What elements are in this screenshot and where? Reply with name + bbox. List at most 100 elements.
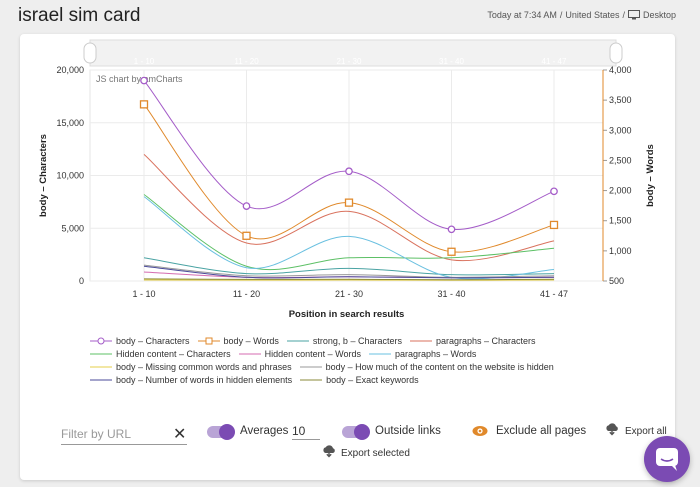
exclude-all-pages-button[interactable]: Exclude all pages (496, 425, 586, 437)
meta-device: Desktop (643, 10, 676, 20)
data-point[interactable] (551, 188, 557, 194)
x-tick-label: 21 - 30 (335, 289, 363, 299)
legend-swatch (90, 350, 112, 358)
legend-row: Hidden content – Characters Hidden conten… (90, 347, 650, 360)
y-left-tick-label: 15,000 (56, 118, 84, 128)
legend-swatch (198, 337, 220, 345)
y-right-tick-label: 3,000 (609, 125, 632, 135)
y-left-tick-label: 20,000 (56, 65, 84, 75)
legend-label: body – How much of the content on the we… (326, 362, 554, 372)
averages-count-input[interactable] (292, 423, 320, 440)
chart-watermark: JS chart by amCharts (96, 74, 183, 84)
y-right-tick-label: 4,000 (609, 65, 632, 75)
data-point[interactable] (551, 221, 558, 228)
legend-label: body – Words (224, 336, 279, 346)
y-right-tick-label: 3,500 (609, 95, 632, 105)
data-point[interactable] (346, 199, 353, 206)
legend-item[interactable]: body – Missing common words and phrases (90, 362, 292, 372)
chat-icon (644, 436, 690, 482)
legend-item[interactable]: Hidden content – Characters (90, 349, 231, 359)
chart-legend: body – Characters body – Words strong, b –… (90, 334, 650, 386)
line-chart: 0 5,000 10,000 15,000 20,000 500 1,000 1,500 2,0… (20, 34, 675, 334)
report-meta: Today at 7:34 AM / United States / Deskt… (487, 10, 676, 20)
x-axis-title: Position in search results (289, 309, 405, 320)
y-left-tick-label: 0 (79, 276, 84, 286)
y-right-tick-label: 2,000 (609, 186, 632, 196)
toggle-knob (219, 424, 235, 440)
x-tick-label: 1 - 10 (132, 289, 155, 299)
legend-swatch (239, 350, 261, 358)
legend-label: paragraphs – Characters (436, 336, 536, 346)
meta-time: Today at 7:34 AM (487, 10, 557, 20)
scrollbar-handle-left[interactable] (84, 43, 96, 63)
x-scroll-label: 1 - 10 (134, 57, 155, 66)
legend-label: Hidden content – Characters (116, 349, 231, 359)
y-right-tick-label: 500 (609, 276, 624, 286)
data-point[interactable] (448, 226, 454, 232)
x-scroll-label: 21 - 30 (337, 57, 362, 66)
averages-toggle[interactable] (207, 426, 233, 438)
legend-swatch (410, 337, 432, 345)
legend-item[interactable]: paragraphs – Words (369, 349, 476, 359)
x-tick-label: 31 - 40 (437, 289, 465, 299)
legend-swatch (369, 350, 391, 358)
outside-links-label: Outside links (375, 425, 441, 437)
export-selected-button[interactable]: Export selected (341, 448, 410, 459)
filter-url-input[interactable] (61, 424, 187, 445)
data-point[interactable] (141, 101, 148, 108)
data-point[interactable] (243, 232, 250, 239)
legend-label: paragraphs – Words (395, 349, 476, 359)
data-point[interactable] (346, 168, 352, 174)
legend-label: body – Number of words in hidden element… (116, 375, 292, 385)
y-left-tick-label: 5,000 (61, 223, 84, 233)
y-right-tick-label: 1,000 (609, 246, 632, 256)
chat-button[interactable] (644, 436, 690, 482)
legend-item[interactable]: Hidden content – Words (239, 349, 361, 359)
y-right-tick-label: 1,500 (609, 216, 632, 226)
legend-label: body – Missing common words and phrases (116, 362, 292, 372)
cloud-download-icon[interactable] (605, 422, 619, 436)
scrollbar-handle-right[interactable] (610, 43, 622, 63)
data-point[interactable] (448, 248, 455, 255)
meta-separator: / (560, 10, 563, 20)
legend-swatch (300, 363, 322, 371)
legend-row: body – Characters body – Words strong, b –… (90, 334, 650, 347)
x-scroll-label: 41 - 47 (542, 57, 567, 66)
toggle-knob (354, 424, 370, 440)
cloud-download-icon[interactable] (322, 444, 336, 458)
data-point[interactable] (141, 77, 147, 83)
x-tick-label: 11 - 20 (233, 289, 260, 299)
legend-item[interactable]: body – Number of words in hidden element… (90, 375, 292, 385)
legend-label: Hidden content – Words (265, 349, 361, 359)
close-icon[interactable]: ✕ (173, 424, 186, 444)
outside-links-toggle[interactable] (342, 426, 368, 438)
x-tick-label: 41 - 47 (540, 289, 568, 299)
monitor-icon (628, 10, 640, 20)
legend-row: body – Number of words in hidden element… (90, 373, 650, 386)
legend-item[interactable]: body – Exact keywords (300, 375, 419, 385)
x-scroll-label: 31 - 40 (439, 57, 464, 66)
legend-swatch (90, 376, 112, 384)
legend-swatch (90, 337, 112, 345)
y-right-axis-title: body – Words (645, 144, 656, 207)
legend-item[interactable]: body – Words (198, 336, 279, 346)
legend-swatch (90, 363, 112, 371)
eye-icon[interactable] (472, 425, 488, 437)
y-right-tick-label: 2,500 (609, 155, 632, 165)
legend-item[interactable]: body – Characters (90, 336, 190, 346)
legend-item[interactable]: body – How much of the content on the we… (300, 362, 554, 372)
legend-item[interactable]: strong, b – Characters (287, 336, 402, 346)
legend-label: body – Characters (116, 336, 190, 346)
controls-bar: ✕ Averages Outside links Exclude all pag… (40, 422, 680, 482)
legend-row: body – Missing common words and phrases b… (90, 360, 650, 373)
legend-label: strong, b – Characters (313, 336, 402, 346)
legend-swatch (300, 376, 322, 384)
data-point[interactable] (243, 203, 249, 209)
x-scroll-label: 11 - 20 (234, 57, 259, 66)
averages-label: Averages (240, 425, 288, 437)
page-header: israel sim card Today at 7:34 AM / Unite… (0, 0, 700, 34)
page-title: israel sim card (18, 5, 140, 27)
legend-item[interactable]: paragraphs – Characters (410, 336, 536, 346)
y-left-tick-label: 10,000 (56, 171, 84, 181)
legend-label: body – Exact keywords (326, 375, 419, 385)
